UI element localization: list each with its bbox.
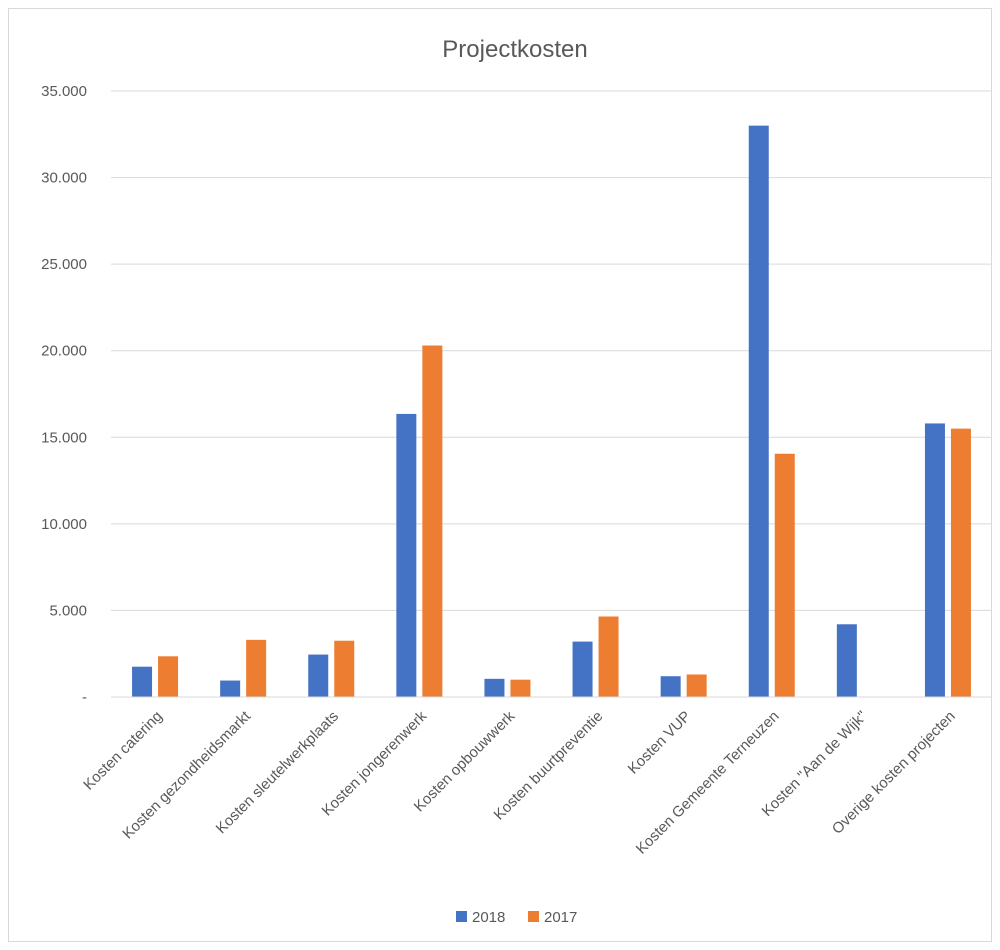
y-tick-label: 35.000 xyxy=(41,83,87,100)
bar-2017 xyxy=(246,639,267,697)
y-tick-label: 25.000 xyxy=(41,256,87,273)
bar-2017 xyxy=(422,345,443,697)
bar-2018 xyxy=(484,678,505,697)
bar-2017 xyxy=(774,453,795,697)
bar-2018 xyxy=(572,641,593,697)
y-tick-label: 15.000 xyxy=(41,429,87,446)
x-tick-label: Kosten catering xyxy=(80,708,166,794)
bar-2017 xyxy=(598,616,619,697)
legend: 2018 2017 xyxy=(456,909,577,926)
bar-2018 xyxy=(308,654,329,697)
bar-2018 xyxy=(924,423,945,697)
bar-2018 xyxy=(660,676,681,697)
y-tick-label: 20.000 xyxy=(41,343,87,360)
legend-swatch-2018 xyxy=(456,911,467,922)
bar-2018 xyxy=(836,624,857,697)
bar-2017 xyxy=(334,640,355,697)
bar-2017 xyxy=(158,656,179,697)
bar-chart: Projectkosten - 5.000 10.000 15.000 20.000 25… xyxy=(41,36,992,926)
legend-swatch-2017 xyxy=(528,911,539,922)
bar-2018 xyxy=(220,680,241,697)
bar-2018 xyxy=(396,413,417,697)
bar-2018 xyxy=(132,666,153,697)
bar-2017 xyxy=(950,428,971,697)
legend-label: 2017 xyxy=(544,909,577,926)
x-tick-label: Kosten Gemeente Terneuzen xyxy=(633,708,783,858)
y-axis: - 5.000 10.000 15.000 20.000 25.000 30.000 35.0… xyxy=(41,83,87,706)
x-tick-label: Kosten VUP xyxy=(625,708,695,778)
bar-2017 xyxy=(510,679,531,697)
bar-2017 xyxy=(686,674,707,697)
y-tick-label: 5.000 xyxy=(49,602,87,619)
gridlines xyxy=(111,90,992,698)
bars xyxy=(132,125,971,698)
y-tick-label: 30.000 xyxy=(41,170,87,187)
y-tick-label: 10.000 xyxy=(41,516,87,533)
chart-title: Projectkosten xyxy=(442,36,587,63)
bar-2018 xyxy=(748,125,769,698)
legend-label: 2018 xyxy=(472,909,505,926)
y-tick-label: - xyxy=(82,689,87,706)
chart-frame: Projectkosten - 5.000 10.000 15.000 20.000 25… xyxy=(8,8,992,942)
